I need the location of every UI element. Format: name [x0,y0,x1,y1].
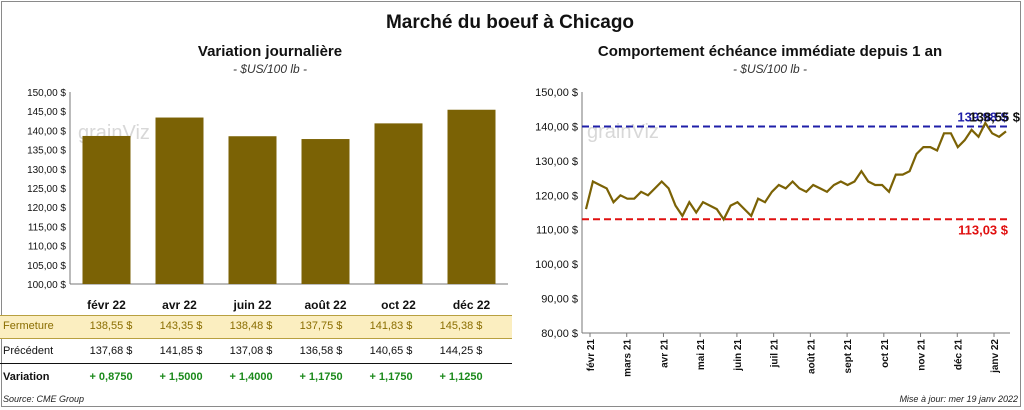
table-cell: 138,55 $ [89,320,133,332]
y-tick-label: 115,00 $ [28,222,67,233]
y-tick-label: 140,00 $ [27,126,66,137]
table-cell: + 1,1750 [299,371,343,383]
page-title: Marché du boeuf à Chicago [385,12,635,33]
row-label: Variation [3,371,50,383]
x-tick-label: oct 22 [381,298,416,312]
y-tick-label: 120,00 $ [535,190,578,202]
table-cell: 137,75 $ [299,320,343,332]
low-reference-label: 113,03 $ [958,222,1009,237]
y-tick-label: 80,00 $ [541,328,578,340]
x-tick-label: août 21 [806,339,817,374]
x-tick-label: avr 21 [659,339,670,368]
y-tick-label: 100,00 $ [27,280,66,291]
table-cell: 137,08 $ [229,345,273,357]
row-label: Fermeture [3,320,54,332]
y-tick-label: 100,00 $ [535,259,578,271]
x-tick-label: juin 22 [232,298,271,312]
y-tick-label: 135,00 $ [27,146,66,157]
line-chart: 80,00 $ 90,00 $ 100,00 $ 110,00 $ 120,00 $ 13… [535,87,1021,377]
table-cell: + 0,8750 [89,371,133,383]
table-cell: 141,85 $ [159,345,203,357]
table-row-fermeture: Fermeture 138,55 $ 143,35 $ 138,48 $ 137… [0,315,512,339]
table-cell: 137,68 $ [89,345,133,357]
high-reference-label: 139,98 $ [957,109,1008,124]
bar-chart-title: Variation journalière [197,43,343,60]
table-cell: 143,35 $ [159,320,203,332]
x-tick-label: févr 22 [87,298,126,312]
bar-chart-unit: - $US/100 lb - [232,62,308,76]
update-note: Mise à jour: mer 19 janv 2022 [899,394,1018,404]
x-tick-label: nov 21 [917,339,928,371]
x-tick-label: janv 22 [990,339,1001,374]
table-cell: 140,65 $ [369,345,413,357]
y-tick-label: 110,00 $ [28,242,67,253]
bar [301,139,350,284]
x-tick-label: mars 21 [623,339,634,377]
x-tick-label: août 22 [304,298,346,312]
row-label: Précédent [3,345,54,357]
x-tick-label: juin 21 [733,339,744,372]
table-cell: 141,83 $ [369,320,413,332]
x-tick-label: déc 22 [453,298,491,312]
y-tick-label: 125,00 $ [27,184,66,195]
y-tick-label: 105,00 $ [27,261,66,272]
x-tick-label: oct 21 [880,339,891,368]
table-cell: 136,58 $ [299,345,343,357]
x-tick-label: avr 22 [162,298,197,312]
bar [228,136,277,284]
y-tick-label: 150,00 $ [27,88,66,99]
table-cell: 138,48 $ [229,320,273,332]
table-cell: + 1,1250 [439,371,483,383]
bar [155,117,204,284]
line-chart-title: Comportement échéance immédiate depuis 1… [597,43,943,60]
table-row-precedent: Précédent 137,68 $ 141,85 $ 137,08 $ 136… [0,341,512,364]
x-tick-label: févr 21 [586,339,597,372]
y-tick-label: 140,00 $ [535,121,578,133]
table-cell: + 1,4000 [229,371,273,383]
watermark: grainViz [587,121,659,143]
price-line [584,120,1007,222]
line-chart-unit: - $US/100 lb - [732,62,808,76]
bar-chart: 100,00 $ 105,00 $ 110,00 $ 115,00 $ 120,00 $… [27,88,508,312]
table-cell: + 1,1750 [369,371,413,383]
bar [374,123,423,284]
y-tick-label: 90,00 $ [541,294,578,306]
y-tick-label: 150,00 $ [535,87,578,99]
table-cell: 145,38 $ [439,320,483,332]
last-value-label: 138,55 $ [969,109,1020,124]
source-note: Source: CME Group [3,394,85,404]
x-tick-label: mai 21 [696,339,707,371]
y-tick-label: 120,00 $ [27,203,66,214]
table-cell: + 1,5000 [159,371,203,383]
y-tick-label: 145,00 $ [27,107,66,118]
x-tick-label: déc 21 [953,339,964,371]
y-tick-label: 130,00 $ [535,156,578,168]
bar [82,135,131,284]
y-tick-label: 110,00 $ [536,225,578,237]
table-row-variation: Variation + 0,8750 + 1,5000 + 1,4000 + 1… [0,367,512,389]
table-cell: 144,25 $ [439,345,483,357]
y-tick-label: 130,00 $ [27,165,66,176]
bar [447,109,496,284]
x-tick-label: sept 21 [843,339,854,374]
x-tick-label: juil 21 [770,339,781,369]
